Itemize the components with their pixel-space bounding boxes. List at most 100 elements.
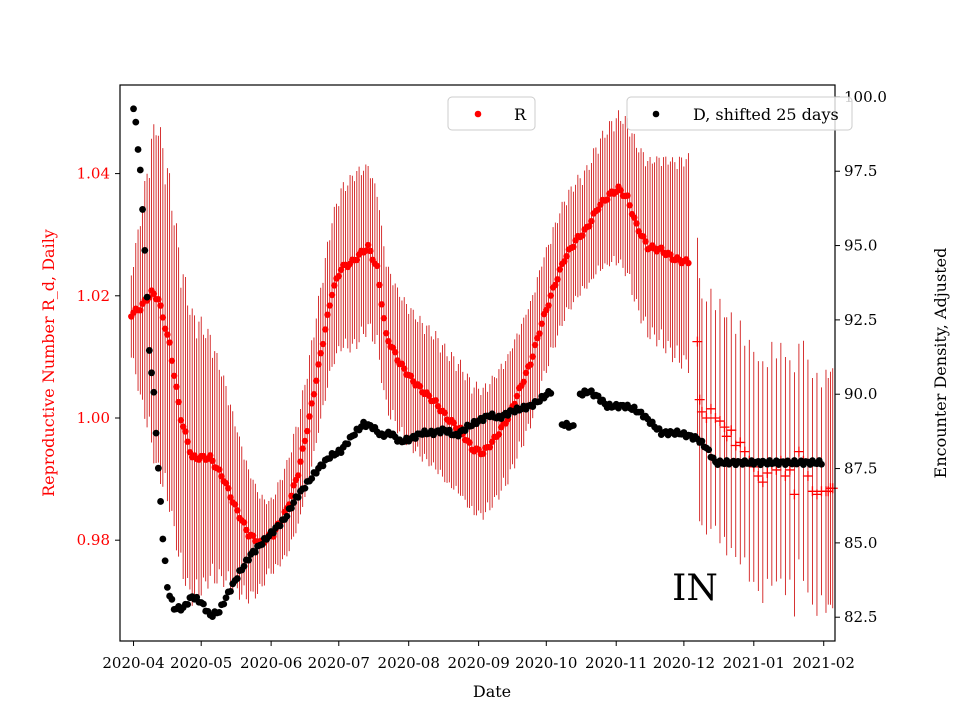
r-point	[306, 413, 313, 420]
d-point	[240, 562, 248, 570]
r-point	[626, 202, 633, 209]
legend-r: R	[447, 96, 536, 131]
r-point	[380, 315, 388, 322]
legend-r-marker	[474, 110, 482, 118]
r-point	[299, 445, 306, 452]
d-point	[139, 206, 146, 213]
r-point	[552, 281, 559, 289]
r-point	[594, 206, 602, 213]
r-point	[161, 325, 169, 332]
d-point	[344, 440, 352, 448]
r-point	[335, 272, 342, 280]
r-point	[466, 439, 473, 446]
r-plus-marker	[753, 471, 764, 482]
r-point	[640, 233, 647, 240]
r-point	[585, 223, 593, 230]
x-tick-label: 2020-04	[102, 654, 164, 672]
r-point	[617, 187, 624, 194]
r-plus-marker	[757, 477, 768, 488]
legend-d-frame	[626, 96, 853, 131]
r-point	[642, 238, 649, 245]
r-point	[407, 372, 415, 380]
left-axis-label: Reproductive Number R_d, Daily	[39, 229, 58, 497]
r-point	[150, 290, 158, 298]
d-point	[152, 429, 160, 437]
r-point	[304, 427, 311, 435]
d-point	[184, 600, 192, 608]
right-tick-label: 82.5	[844, 608, 877, 626]
d-point	[157, 498, 164, 505]
d-point	[222, 594, 230, 602]
r-point	[450, 419, 458, 427]
r-point	[173, 383, 180, 390]
d-point	[818, 460, 825, 468]
r-error-bars	[130, 110, 834, 617]
r-point	[249, 532, 257, 539]
r-point	[579, 232, 586, 239]
r-point	[486, 443, 494, 451]
r-point	[222, 480, 230, 487]
right-tick-label: 90.0	[844, 385, 877, 403]
r-point	[376, 281, 383, 289]
r-plus-marker	[802, 471, 813, 482]
r-point	[667, 251, 674, 258]
d-point	[163, 583, 171, 591]
d-point	[276, 522, 284, 530]
r-point	[328, 291, 336, 299]
r-point	[168, 357, 176, 364]
r-point	[495, 431, 503, 438]
r-point	[290, 482, 297, 489]
r-point	[313, 377, 320, 384]
r-point	[301, 437, 309, 445]
r-point	[373, 262, 381, 270]
d-point	[168, 595, 176, 603]
r-point	[531, 341, 539, 349]
r-point	[294, 472, 302, 479]
d-point	[245, 556, 252, 564]
r-point	[588, 217, 595, 225]
left-tick-label: 0.98	[77, 531, 110, 549]
r-point	[633, 220, 640, 227]
d-point	[588, 387, 595, 395]
right-tick-label: 92.5	[844, 311, 877, 329]
r-plus-marker	[784, 464, 795, 475]
r-point	[310, 391, 318, 398]
d-point	[269, 529, 277, 537]
left-axis-ticks: 0.98 1.00 1.02 1.04	[77, 165, 120, 549]
right-tick-label: 87.5	[844, 460, 877, 478]
r-point	[225, 485, 232, 492]
r-point	[382, 329, 390, 337]
r-point	[398, 360, 406, 367]
r-point	[434, 402, 442, 410]
d-point	[132, 118, 140, 126]
d-point	[461, 427, 469, 435]
r-point	[520, 378, 527, 385]
right-tick-label: 100.0	[844, 88, 887, 106]
r-point	[488, 438, 496, 445]
r-point	[315, 361, 322, 368]
r-point	[322, 326, 329, 333]
r-point	[545, 302, 552, 309]
r-point	[353, 256, 361, 264]
r-point	[231, 501, 239, 508]
left-tick-label: 1.04	[77, 165, 110, 183]
d-series	[130, 105, 825, 620]
r-point	[658, 244, 665, 251]
r-point	[317, 349, 324, 357]
d-point	[594, 392, 602, 400]
r-point	[308, 400, 315, 407]
x-tick-label: 2020-07	[308, 654, 370, 672]
d-point	[143, 293, 151, 301]
right-axis-label: Encounter Density, Adjusted	[931, 248, 950, 479]
r-point	[243, 526, 250, 534]
r-point	[378, 301, 385, 308]
d-point	[529, 403, 537, 411]
r-point	[624, 192, 631, 199]
plot-area-frame	[119, 84, 836, 642]
r-point	[513, 392, 521, 400]
r-point	[563, 253, 570, 260]
r-point	[182, 428, 189, 435]
r-point	[234, 507, 241, 514]
x-tick-label: 2020-05	[170, 654, 232, 672]
legend-r-label: R	[514, 105, 527, 124]
